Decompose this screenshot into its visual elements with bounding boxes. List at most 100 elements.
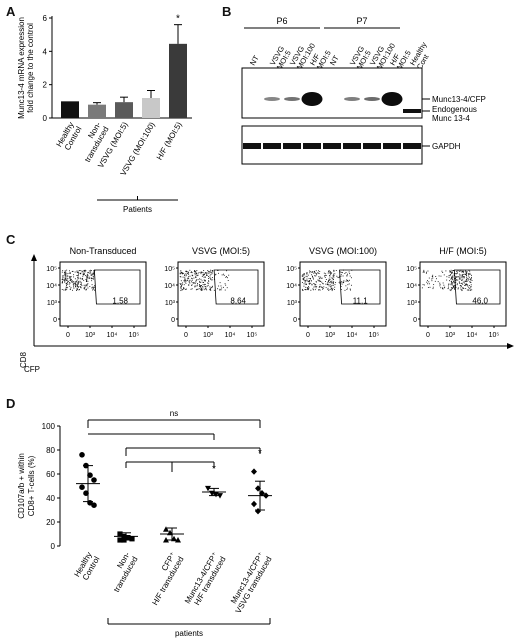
event-dot — [80, 286, 81, 288]
event-dot — [450, 288, 452, 290]
gate-percentage: 1,58 — [112, 297, 128, 306]
event-dot — [431, 278, 433, 280]
event-dot — [469, 274, 471, 275]
event-dot — [302, 289, 304, 291]
event-dot — [463, 276, 465, 277]
event-dot — [93, 286, 95, 288]
event-dot — [92, 286, 94, 288]
event-dot — [69, 288, 71, 290]
event-dot — [332, 284, 334, 286]
event-dot — [459, 282, 461, 284]
event-dot — [91, 280, 93, 282]
event-dot — [180, 283, 181, 285]
event-dot — [306, 272, 308, 274]
event-dot — [318, 286, 320, 288]
event-dot — [200, 288, 202, 290]
event-dot — [329, 289, 331, 291]
event-dot — [447, 285, 449, 287]
event-dot — [182, 273, 184, 274]
event-dot — [62, 270, 64, 272]
event-dot — [203, 274, 205, 276]
event-dot — [183, 284, 185, 286]
bar-chart: 0 2 4 6 Munc13-4 mRNA expression fold change … — [17, 14, 192, 214]
event-dot — [423, 271, 425, 273]
event-dot — [64, 281, 66, 283]
protein-band — [301, 92, 323, 106]
event-dot — [64, 272, 66, 274]
event-dot — [192, 282, 194, 284]
event-dot — [93, 287, 95, 289]
event-dot — [181, 272, 183, 274]
event-dot — [196, 269, 198, 271]
event-dot — [78, 283, 79, 285]
event-dot — [218, 272, 220, 274]
event-dot — [338, 282, 340, 283]
event-dot — [78, 270, 80, 272]
band-label: Endogenous — [432, 105, 477, 114]
event-dot — [63, 289, 65, 291]
data-point — [163, 537, 169, 543]
event-dot — [202, 275, 204, 276]
event-dot — [337, 276, 339, 278]
event-dot — [305, 280, 307, 282]
event-dot — [425, 272, 427, 274]
event-dot — [466, 284, 468, 285]
event-dot — [199, 271, 201, 273]
event-dot — [184, 278, 185, 280]
event-dot — [332, 287, 334, 289]
event-dot — [443, 274, 445, 276]
event-dot — [203, 285, 205, 287]
event-dot — [77, 286, 79, 288]
event-dot — [331, 284, 333, 286]
event-dot — [185, 270, 187, 272]
lane-label-group: NT — [248, 53, 261, 67]
bar — [169, 43, 187, 119]
ns-label: ns — [170, 409, 178, 418]
event-dot — [306, 284, 307, 285]
event-dot — [201, 280, 203, 282]
event-dot — [458, 273, 460, 275]
event-dot — [467, 280, 469, 282]
event-dot — [458, 278, 460, 280]
event-dot — [203, 274, 205, 276]
event-dot — [182, 289, 184, 290]
x-tick-label: 10⁴ — [347, 332, 358, 339]
group-label: patients — [175, 629, 203, 638]
event-dot — [89, 277, 91, 279]
event-dot — [441, 287, 443, 289]
event-dot — [62, 278, 64, 280]
event-dot — [322, 288, 324, 290]
event-dot — [225, 276, 227, 277]
event-dot — [86, 277, 88, 279]
event-dot — [329, 274, 331, 276]
event-dot — [312, 276, 313, 278]
event-dot — [306, 278, 308, 280]
event-dot — [465, 273, 467, 275]
event-dot — [72, 284, 74, 286]
event-dot — [183, 288, 185, 290]
event-dot — [340, 282, 342, 284]
event-dot — [462, 283, 464, 285]
event-dot — [437, 281, 439, 283]
event-dot — [468, 286, 470, 288]
event-dot — [330, 272, 332, 274]
event-dot — [327, 289, 329, 290]
event-dot — [210, 289, 212, 291]
event-dot — [75, 285, 77, 287]
event-dot — [200, 289, 202, 291]
event-dot — [452, 284, 453, 286]
event-dot — [325, 281, 327, 282]
event-dot — [224, 289, 226, 291]
event-dot — [451, 273, 453, 275]
x-tick-label: 0 — [426, 332, 430, 339]
event-dot — [453, 285, 455, 287]
event-dot — [332, 278, 334, 280]
event-dot — [80, 270, 82, 271]
event-dot — [87, 283, 89, 285]
data-point — [117, 537, 123, 543]
event-dot — [85, 270, 87, 272]
event-dot — [64, 272, 66, 274]
event-dot — [341, 281, 343, 283]
event-dot — [313, 286, 315, 288]
event-dot — [448, 283, 450, 285]
